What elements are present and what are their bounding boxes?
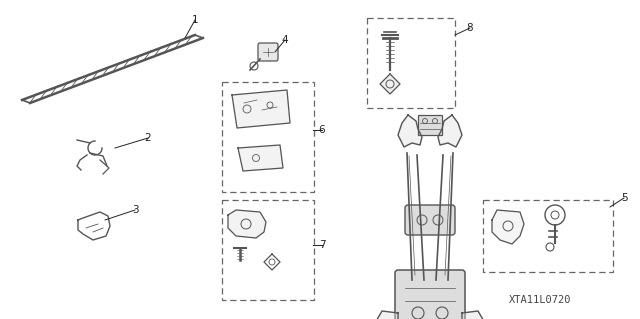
Polygon shape	[462, 311, 485, 319]
Polygon shape	[492, 210, 524, 244]
Text: 4: 4	[282, 35, 288, 45]
Text: XTA11L0720: XTA11L0720	[509, 295, 572, 305]
Polygon shape	[398, 115, 422, 147]
Bar	[418, 115, 442, 135]
Text: 1: 1	[192, 15, 198, 25]
Polygon shape	[228, 210, 266, 238]
FancyBboxPatch shape	[258, 43, 278, 61]
Bar	[367, 18, 455, 108]
Text: 5: 5	[621, 193, 627, 203]
Text: 6: 6	[319, 125, 325, 135]
Polygon shape	[232, 90, 290, 128]
Text: 7: 7	[319, 240, 325, 250]
Text: 2: 2	[145, 133, 151, 143]
Polygon shape	[375, 311, 398, 319]
Bar	[222, 82, 314, 192]
Text: 8: 8	[467, 23, 474, 33]
FancyBboxPatch shape	[395, 270, 465, 319]
Bar	[222, 200, 314, 300]
Polygon shape	[380, 74, 400, 94]
Polygon shape	[238, 145, 283, 171]
Polygon shape	[438, 115, 462, 147]
Text: 3: 3	[132, 205, 138, 215]
Bar	[483, 200, 613, 272]
FancyBboxPatch shape	[405, 205, 455, 235]
